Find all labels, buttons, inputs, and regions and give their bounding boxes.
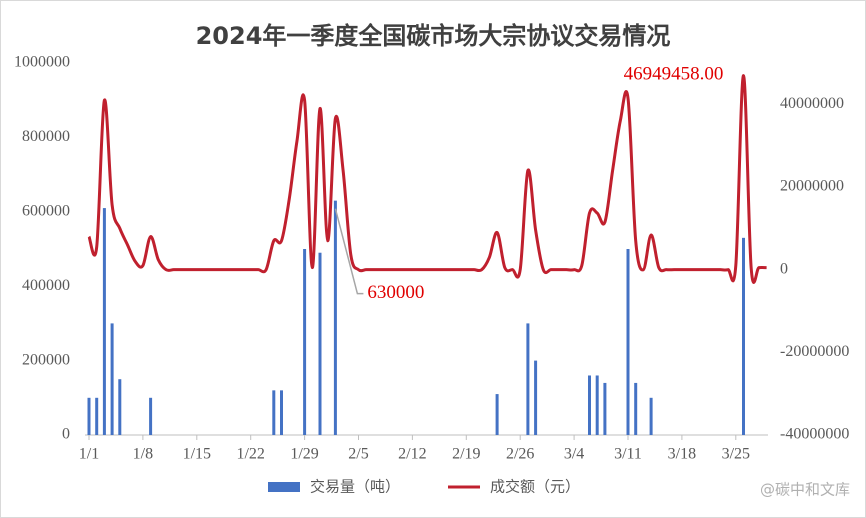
bar (118, 379, 122, 435)
x-tick-label: 1/8 (133, 446, 153, 463)
x-tick-label: 3/18 (668, 446, 696, 463)
bar (588, 375, 591, 435)
y-tick-label: 1000000 (14, 54, 70, 71)
x-tick-label: 1/15 (183, 446, 211, 463)
bar-annotation: 630000 (367, 282, 424, 303)
bar (634, 382, 638, 435)
bar (149, 397, 153, 435)
y-tick-label: 200000 (22, 351, 70, 368)
x-tick-label: 2/19 (452, 446, 480, 463)
x-tick-label: 2/12 (398, 446, 426, 463)
bar (534, 360, 538, 435)
y2-tick-label: -40000000 (780, 426, 849, 443)
legend-swatch (268, 482, 300, 492)
y2-tick-label: 20000000 (780, 178, 844, 195)
bar (742, 237, 745, 435)
bar (649, 397, 653, 435)
y-tick-label: 600000 (22, 202, 70, 219)
y-tick-label: 800000 (22, 128, 70, 145)
bar (333, 200, 337, 435)
bar (102, 208, 106, 435)
bar (626, 249, 630, 435)
bar (87, 397, 91, 435)
bar (272, 390, 276, 435)
x-tick-label: 3/11 (614, 446, 642, 463)
x-tick-label: 1/29 (290, 446, 318, 463)
bar (280, 390, 283, 435)
x-tick-label: 3/4 (564, 446, 584, 463)
legend-label: 成交额（元） (490, 478, 580, 496)
bar (595, 375, 599, 435)
y2-tick-label: 0 (780, 260, 788, 277)
y2-tick-label: 40000000 (780, 95, 844, 112)
watermark: @碳中和文库 (760, 481, 850, 499)
leader-line (334, 208, 364, 295)
y-tick-label: 0 (62, 426, 70, 443)
bar (526, 323, 530, 435)
y2-tick-label: -20000000 (780, 343, 849, 360)
bar (603, 382, 607, 435)
legend-label: 交易量（吨） (310, 478, 400, 496)
bar (318, 252, 322, 435)
x-tick-label: 2/5 (348, 446, 368, 463)
bar (495, 394, 499, 435)
line (87, 74, 767, 284)
chart-title: 2024年一季度全国碳市场大宗协议交易情况 (196, 22, 671, 50)
x-tick-label: 1/1 (79, 446, 99, 463)
bar (95, 397, 99, 435)
x-tick-label: 1/22 (236, 446, 264, 463)
data-label: 46949458.00 (624, 63, 724, 84)
y-tick-label: 400000 (22, 277, 70, 294)
x-tick-label: 3/25 (722, 446, 750, 463)
x-tick-label: 2/26 (506, 446, 534, 463)
bar (110, 323, 114, 435)
bar (303, 249, 307, 435)
